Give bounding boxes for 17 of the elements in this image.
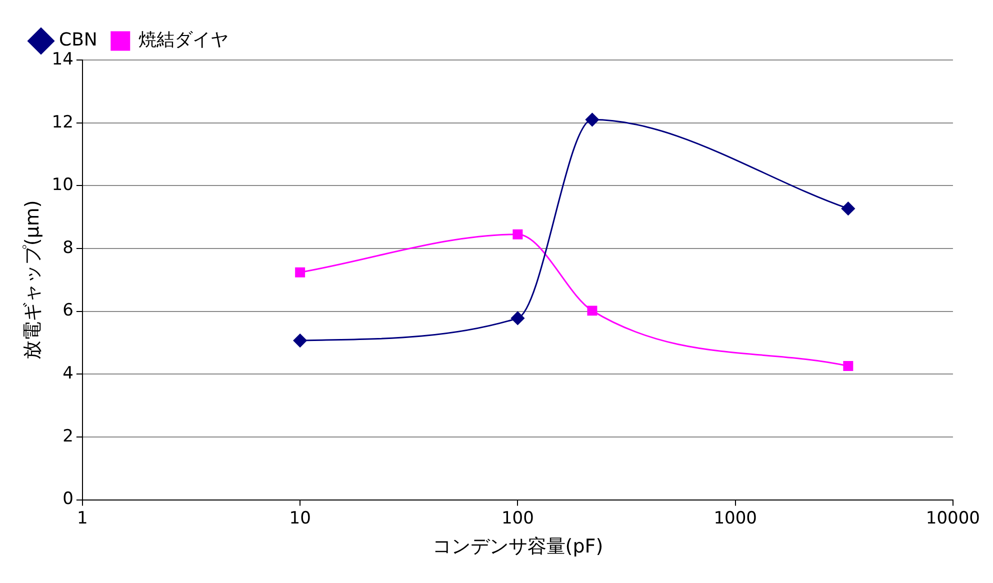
y-tick-label: 8 (62, 238, 74, 258)
legend-label: 焼結ダイヤ (138, 30, 228, 51)
y-tick-label: 4 (62, 364, 74, 384)
x-tick-label: 100 (501, 508, 534, 528)
y-tick-label: 14 (52, 49, 74, 70)
y-tick-label: 12 (52, 112, 74, 132)
y-tick-label: 6 (62, 300, 74, 321)
y-tick-label: 0 (62, 489, 74, 510)
x-tick-label: 10 (289, 508, 311, 528)
x-tick-label: 1000 (714, 508, 757, 528)
y-tick-label: 2 (62, 426, 74, 446)
legend-label: CBN (59, 30, 98, 51)
x-tick-label: 10000 (926, 508, 980, 528)
y-axis-title: 放電ギャップ(μm) (21, 200, 44, 360)
y-tick-label: 10 (52, 175, 74, 196)
x-axis-title: コンデンサ容量(pF) (432, 536, 604, 558)
x-tick-label: 1 (77, 508, 88, 528)
